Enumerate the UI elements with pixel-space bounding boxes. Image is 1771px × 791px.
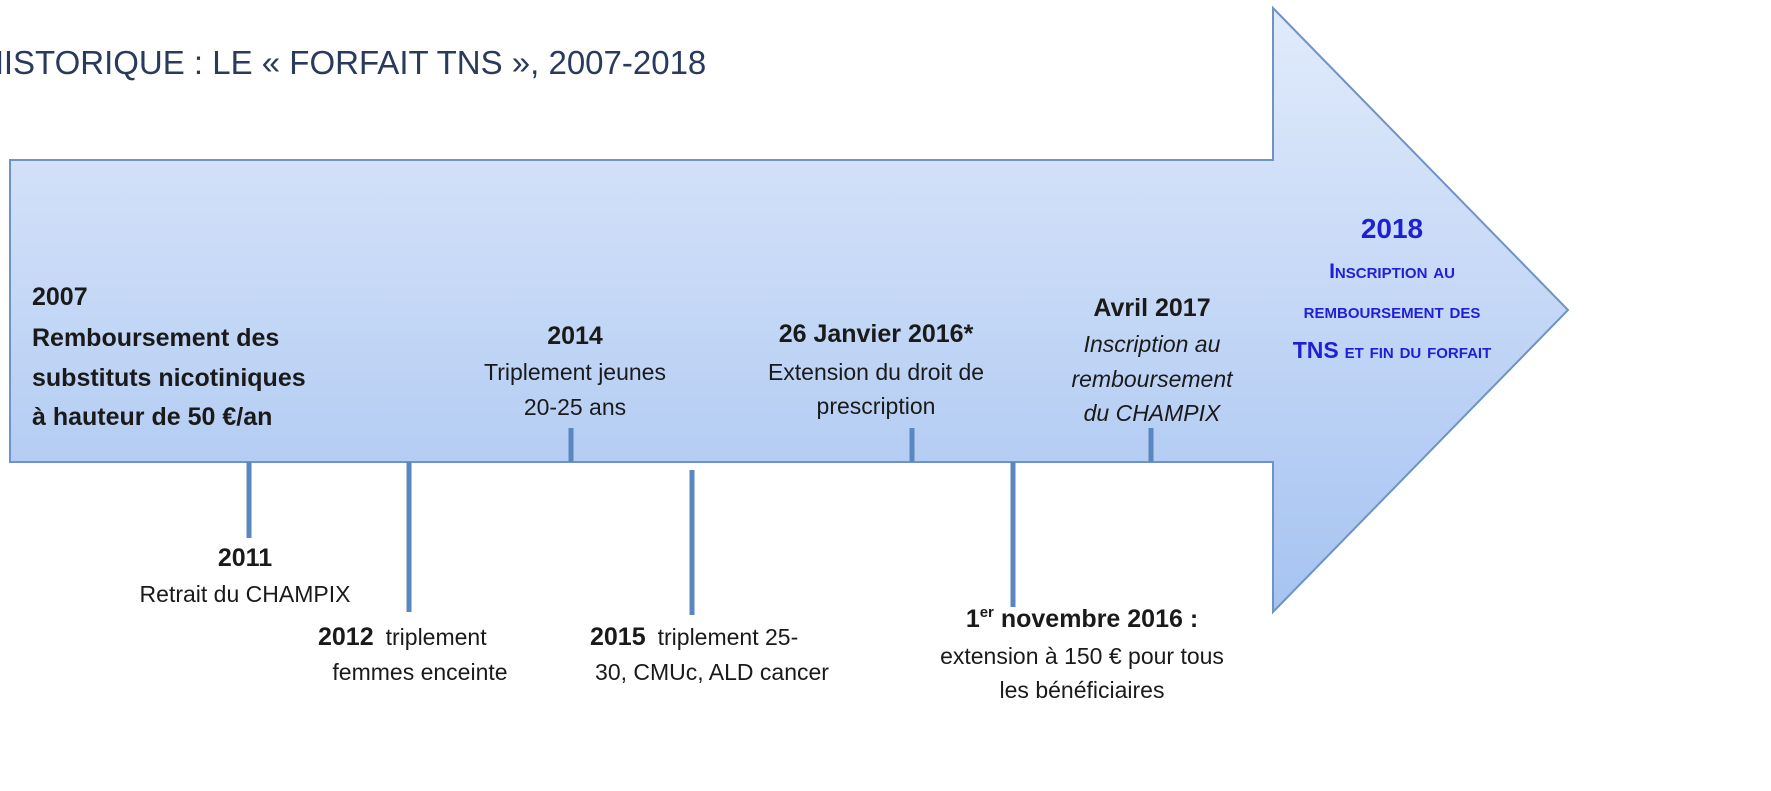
- event-2018: 2018 Inscription au remboursement des TN…: [1293, 213, 1492, 363]
- line: à hauteur de 50 €/an: [32, 403, 272, 431]
- line: TNS et fin du forfait: [1293, 337, 1492, 363]
- line: extension à 150 € pour tous: [940, 643, 1224, 669]
- year: 26 Janvier 2016*: [779, 320, 974, 348]
- line: Triplement jeunes: [484, 359, 666, 385]
- line: 30, CMUc, ALD cancer: [595, 659, 829, 685]
- year: 2015: [590, 623, 646, 651]
- year-rest: novembre 2016 :: [994, 605, 1198, 633]
- year: 1er novembre 2016 :: [966, 604, 1198, 633]
- year: Avril 2017: [1093, 294, 1210, 322]
- line-rest: et fin du forfait: [1339, 340, 1492, 363]
- line: Remboursement des: [32, 324, 279, 352]
- line: Inscription au: [1329, 260, 1455, 283]
- line: triplement: [386, 624, 488, 650]
- line: 20-25 ans: [524, 394, 626, 420]
- event-2016-nov: 1er novembre 2016 : extension à 150 € po…: [940, 604, 1224, 703]
- line: triplement 25-: [658, 624, 799, 650]
- line: femmes enceinte: [332, 659, 507, 685]
- line: remboursement: [1071, 366, 1234, 392]
- event-2016-jan: 26 Janvier 2016* Extension du droit de p…: [768, 320, 984, 419]
- event-2011: 2011 Retrait du CHAMPIX: [140, 544, 351, 607]
- tns: TNS: [1293, 337, 1339, 363]
- event-2012: 2012 triplement femmes enceinte: [318, 623, 508, 685]
- line: du CHAMPIX: [1084, 400, 1222, 426]
- line: Extension du droit de: [768, 359, 984, 385]
- year: 2018: [1361, 213, 1423, 244]
- event-2014: 2014 Triplement jeunes 20-25 ans: [484, 322, 666, 420]
- year: 2012: [318, 623, 374, 651]
- line: prescription: [817, 393, 936, 419]
- event-2015: 2015 triplement 25- 30, CMUc, ALD cancer: [590, 623, 829, 685]
- year: 2014: [547, 322, 603, 350]
- timeline-arrow: [9, 5, 1570, 615]
- line: remboursement des: [1304, 300, 1481, 323]
- title: HISTORIQUE : LE « FORFAIT TNS », 2007-20…: [0, 44, 706, 81]
- line: les bénéficiaires: [1000, 677, 1165, 703]
- line: substituts nicotiniques: [32, 364, 306, 392]
- year: 1: [966, 605, 980, 633]
- sup: er: [980, 604, 994, 621]
- year: 2011: [218, 544, 272, 572]
- line: Retrait du CHAMPIX: [140, 581, 351, 607]
- event-2017: Avril 2017 Inscription au remboursement …: [1071, 294, 1234, 426]
- line: Inscription au: [1084, 331, 1221, 357]
- event-2007: 2007 Remboursement des substituts nicoti…: [32, 283, 306, 431]
- year: 2007: [32, 283, 88, 311]
